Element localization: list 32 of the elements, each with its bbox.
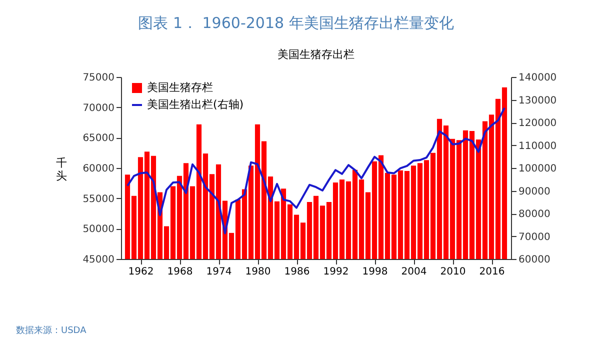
y2-tick-label: 100000: [518, 164, 557, 174]
chart-subtitle: 美国生猪存出栏: [278, 48, 354, 61]
y-tick-label: 50000: [82, 224, 114, 236]
x-tick-label: 2010: [440, 266, 466, 278]
y2-tick-label: 70000: [518, 232, 550, 243]
y-tick-label: 45000: [82, 254, 114, 266]
y2-tick-label: 110000: [518, 140, 557, 152]
x-tick-label: 1992: [323, 266, 349, 278]
x-tick-label: 2016: [479, 266, 505, 278]
y-axis-title: 千头: [56, 156, 68, 182]
y2-tick-label: 120000: [518, 118, 557, 129]
y-tick-label: 75000: [82, 72, 114, 84]
y-tick-label: 60000: [82, 164, 114, 174]
y-tick-label: 55000: [82, 194, 114, 205]
y-tick-label: 65000: [82, 133, 114, 144]
legend-label: 美国生猪出栏(右轴): [147, 98, 244, 111]
x-tick-label: 1998: [362, 266, 388, 278]
x-tick-label: 1980: [245, 266, 271, 278]
legend-label: 美国生猪存栏: [147, 81, 213, 94]
y2-tick-label: 90000: [518, 186, 550, 198]
y2-tick-label: 130000: [518, 95, 557, 106]
x-tick-label: 1974: [206, 266, 232, 278]
source-note: 数据来源：USDA: [16, 324, 86, 337]
y-tick-label: 70000: [82, 102, 114, 114]
x-tick-label: 1962: [128, 266, 154, 278]
x-tick-label: 2004: [401, 266, 427, 278]
x-tick-label: 1968: [167, 266, 193, 278]
y2-tick-label: 80000: [518, 209, 550, 220]
chart-title: 图表 1． 1960-2018 年美国生猪存出栏量变化: [137, 14, 455, 33]
y2-tick-label: 60000: [518, 254, 550, 266]
y2-tick-label: 140000: [518, 72, 557, 84]
x-tick-label: 1986: [284, 266, 310, 278]
